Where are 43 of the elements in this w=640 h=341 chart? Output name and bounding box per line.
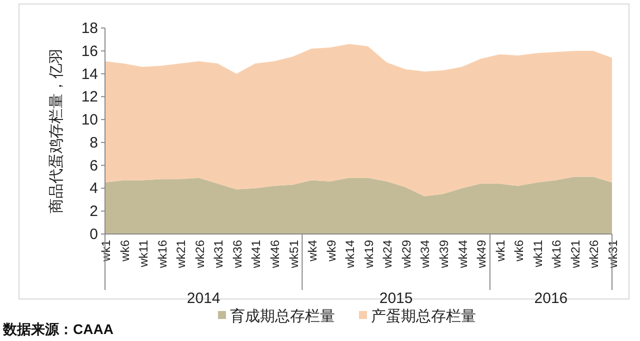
y-tick-label: 10 [81, 112, 98, 129]
x-tick-label: wk4 [306, 240, 320, 262]
x-tick-label: wk16 [155, 240, 170, 270]
x-tick-label: wk11 [136, 240, 151, 268]
legend-item: 产蛋期总存栏量 [359, 308, 476, 325]
text: 2015 [379, 290, 413, 307]
x-tick-label: wk9 [324, 240, 338, 262]
x-tick-label: wk21 [568, 240, 582, 270]
x-tick-label: wk39 [437, 240, 451, 270]
legend-item: 育成期总存栏量 [218, 308, 335, 325]
y-tick-label: 6 [90, 157, 98, 174]
y-tick-label: 18 [81, 20, 98, 37]
x-tick-label: wk6 [512, 240, 526, 262]
y-tick-label: 16 [81, 42, 98, 60]
x-tick-label: wk29 [399, 240, 414, 270]
x-tick-label: wk26 [192, 240, 207, 270]
x-tick-label: wk26 [587, 240, 602, 270]
y-tick-label: 0 [90, 226, 98, 243]
x-tick-label: wk14 [343, 240, 358, 270]
y-tick-label: 2 [90, 203, 98, 220]
text: 2016 [534, 290, 568, 307]
x-tick-label: wk44 [456, 240, 470, 270]
x-tick-label: wk36 [230, 240, 244, 270]
x-tick-label: wk24 [380, 240, 395, 270]
x-tick-label: wk49 [474, 240, 489, 270]
x-tick-label: wk51 [286, 240, 301, 270]
text: 2014 [186, 290, 220, 307]
source-note: 数据来源：CAAA [2, 321, 114, 337]
y-tick-label: 14 [81, 66, 98, 83]
x-tick-label: wk16 [550, 240, 564, 270]
x-tick-label: wk1 [493, 240, 508, 262]
x-tick-label: wk11 [530, 240, 545, 268]
y-tick-label: 8 [90, 134, 98, 152]
x-tick-label: wk21 [174, 240, 188, 270]
x-tick-label: wk34 [418, 240, 432, 270]
y-tick-label: 12 [81, 88, 98, 106]
x-tick-label: wk6 [118, 240, 132, 262]
x-tick-label: wk31 [212, 240, 226, 270]
x-tick-label: wk19 [362, 240, 376, 270]
x-tick-label: wk41 [249, 240, 264, 270]
x-tick-label: wk46 [268, 240, 282, 270]
y-tick-label: 4 [90, 180, 98, 198]
y-axis-title: 商品代蛋鸡存栏量，亿羽 [48, 48, 65, 214]
